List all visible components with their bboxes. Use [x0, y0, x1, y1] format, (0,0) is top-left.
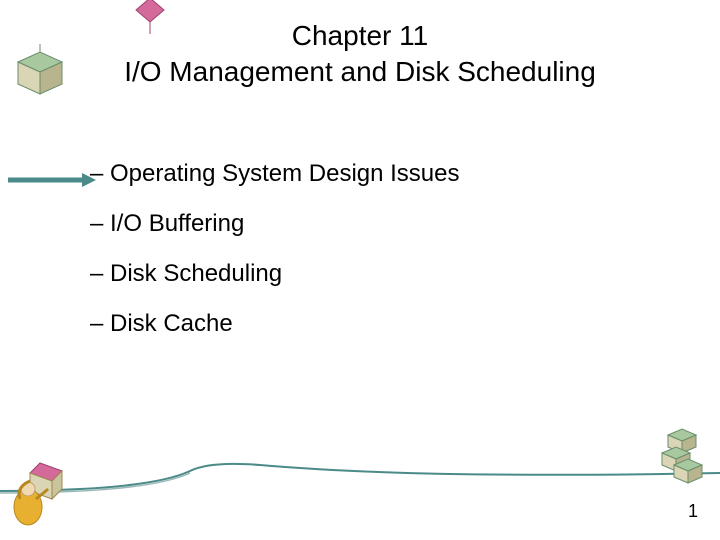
list-item: – I/O Buffering: [90, 210, 460, 238]
person-icon: [6, 459, 86, 534]
list-item: – Operating System Design Issues: [90, 160, 460, 188]
swoosh-icon: [0, 445, 720, 510]
list-item: – Disk Cache: [90, 310, 460, 338]
title-block: Chapter 11 I/O Management and Disk Sched…: [0, 18, 720, 91]
chapter-label: Chapter 11: [0, 18, 720, 54]
bullet-list: – Operating System Design Issues – I/O B…: [90, 160, 460, 360]
arrow-icon: [6, 170, 96, 195]
slide: Chapter 11 I/O Management and Disk Sched…: [0, 0, 720, 540]
page-number: 1: [688, 501, 698, 522]
stacked-cubes-icon: [658, 425, 708, 490]
list-item: – Disk Scheduling: [90, 260, 460, 288]
chapter-subtitle: I/O Management and Disk Scheduling: [0, 54, 720, 90]
